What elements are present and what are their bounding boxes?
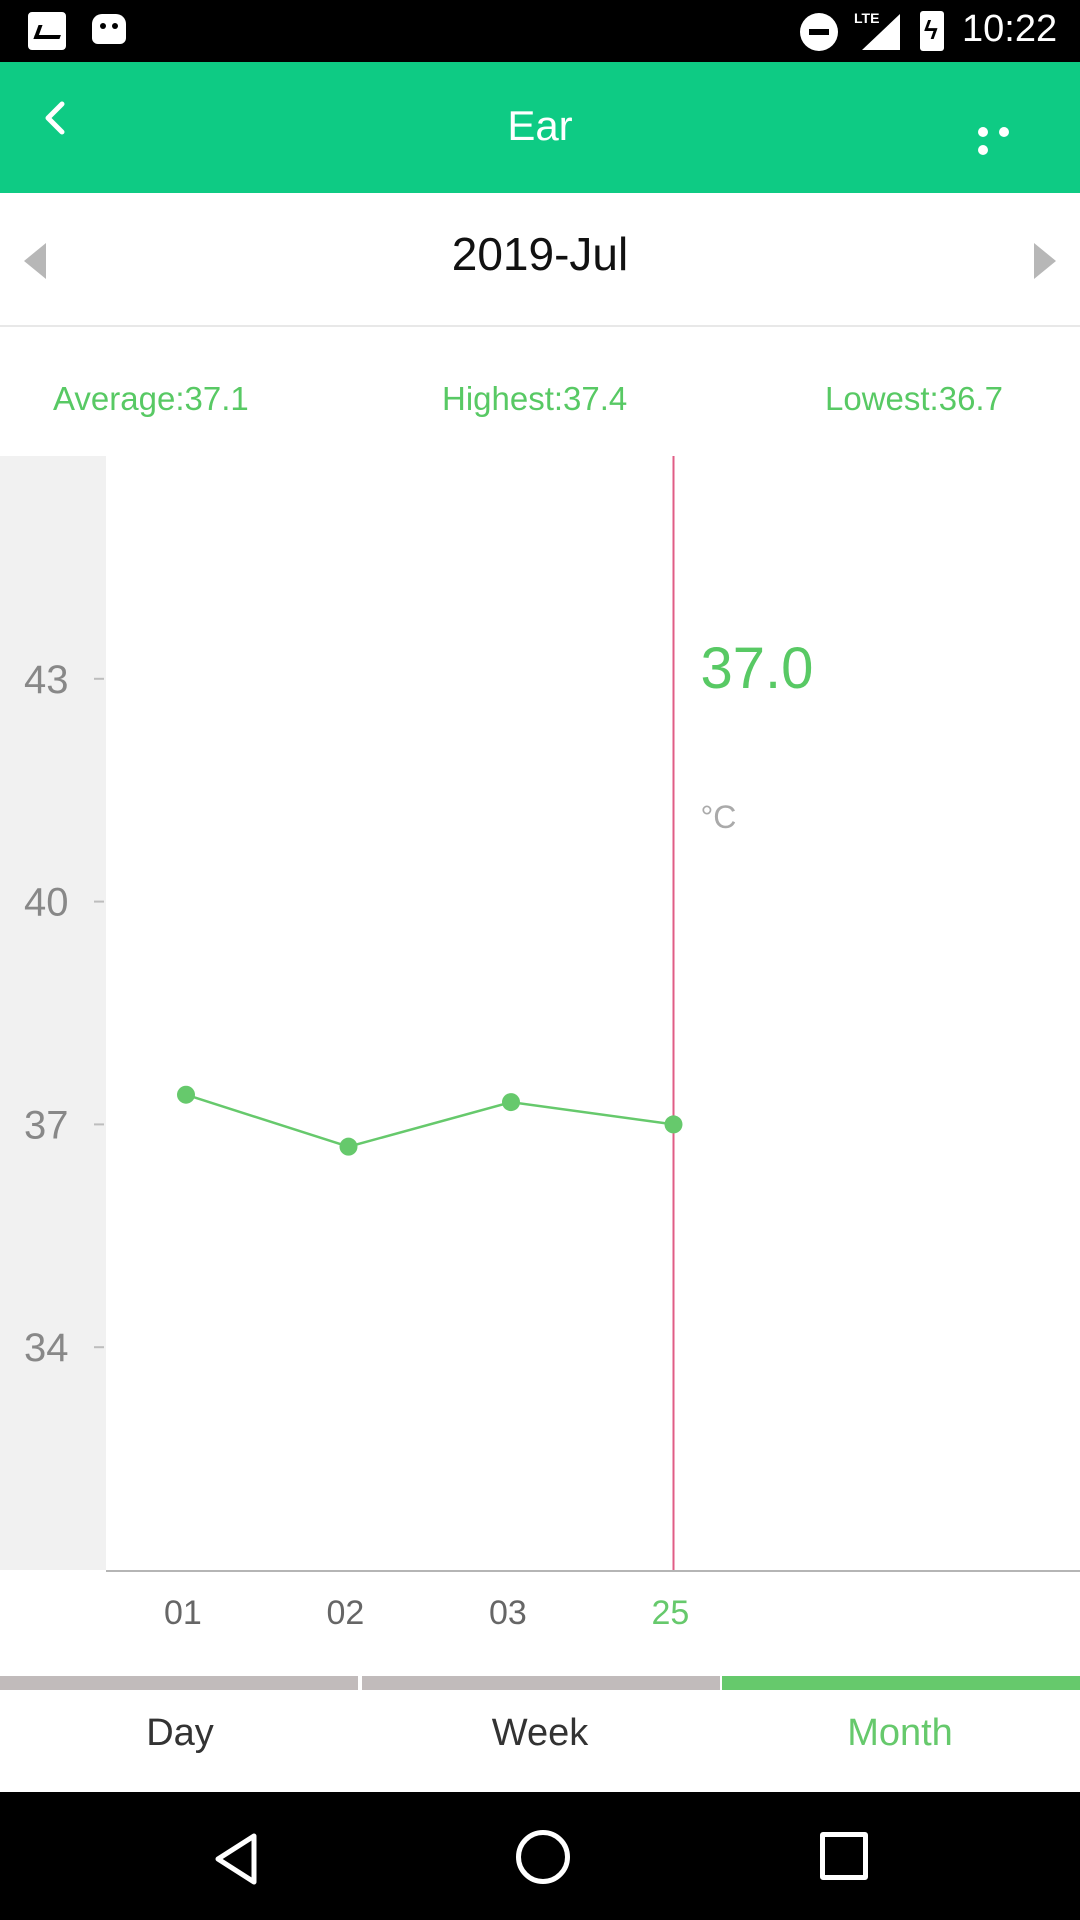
month-selector: 2019-Jul xyxy=(0,193,1080,327)
page-title: Ear xyxy=(507,102,573,149)
status-time: 10:22 xyxy=(962,8,1058,50)
data-point[interactable] xyxy=(339,1137,358,1156)
next-month-button[interactable] xyxy=(1034,243,1056,279)
y-tick-label: 34 xyxy=(24,1326,69,1370)
more-horizontal-icon xyxy=(978,127,988,137)
status-bar: LTE 10:22 xyxy=(0,0,1080,62)
nav-home-icon[interactable] xyxy=(516,1830,570,1884)
y-tick-label: 43 xyxy=(24,658,69,702)
back-button[interactable] xyxy=(36,98,96,158)
more-dot xyxy=(978,145,988,155)
y-tick-label: 40 xyxy=(24,881,69,925)
data-point[interactable] xyxy=(664,1115,683,1134)
nav-recents-icon[interactable] xyxy=(820,1832,868,1880)
series-line xyxy=(185,1093,674,1148)
y-tick-label: 37 xyxy=(24,1103,69,1147)
system-nav-bar xyxy=(0,1792,1080,1920)
x-tick-label: 03 xyxy=(489,1594,527,1632)
average-stat: Average:37.1 xyxy=(53,380,249,417)
nav-back-icon[interactable] xyxy=(212,1832,260,1886)
android-icon xyxy=(92,14,126,44)
month-label: 2019-Jul xyxy=(451,228,629,280)
unit-label: °C xyxy=(701,799,737,835)
temperature-chart[interactable]: 34 37 40 43 01 02 03 25 37.0 °C xyxy=(0,456,1080,1636)
selected-value-label: 37.0 xyxy=(701,636,814,701)
lowest-stat: Lowest:36.7 xyxy=(825,380,1003,417)
more-dot xyxy=(999,127,1009,137)
tab-month[interactable]: Month xyxy=(847,1712,953,1754)
chevron-left-icon xyxy=(45,101,65,135)
y-axis-panel xyxy=(0,456,106,1570)
x-tick-label: 01 xyxy=(164,1594,202,1632)
tab-week[interactable]: Week xyxy=(491,1712,589,1754)
highest-stat: Highest:37.4 xyxy=(442,380,628,417)
chart-svg[interactable]: 34 37 40 43 01 02 03 25 37.0 °C xyxy=(0,456,1080,1636)
tab-day[interactable]: Day xyxy=(146,1712,214,1754)
tab-indicator-week xyxy=(362,1676,720,1690)
battery-charging-icon xyxy=(920,11,944,51)
x-tick-label: 02 xyxy=(327,1594,365,1632)
data-point[interactable] xyxy=(502,1093,520,1112)
signal-icon xyxy=(862,14,900,50)
data-point[interactable] xyxy=(177,1085,195,1104)
x-tick-label: 25 xyxy=(652,1594,690,1632)
period-tabs: Day Week Month xyxy=(0,1676,1080,1792)
previous-month-button[interactable] xyxy=(24,243,46,279)
app-bar: Ear xyxy=(0,62,1080,193)
tab-indicator-month xyxy=(722,1676,1080,1690)
mail-icon xyxy=(28,12,66,50)
do-not-disturb-icon xyxy=(800,13,838,51)
more-options-button[interactable] xyxy=(978,124,1038,155)
stats-row: Average:37.1 Highest:37.4 Lowest:36.7 xyxy=(0,380,1080,436)
tab-indicator-day xyxy=(0,1676,358,1690)
